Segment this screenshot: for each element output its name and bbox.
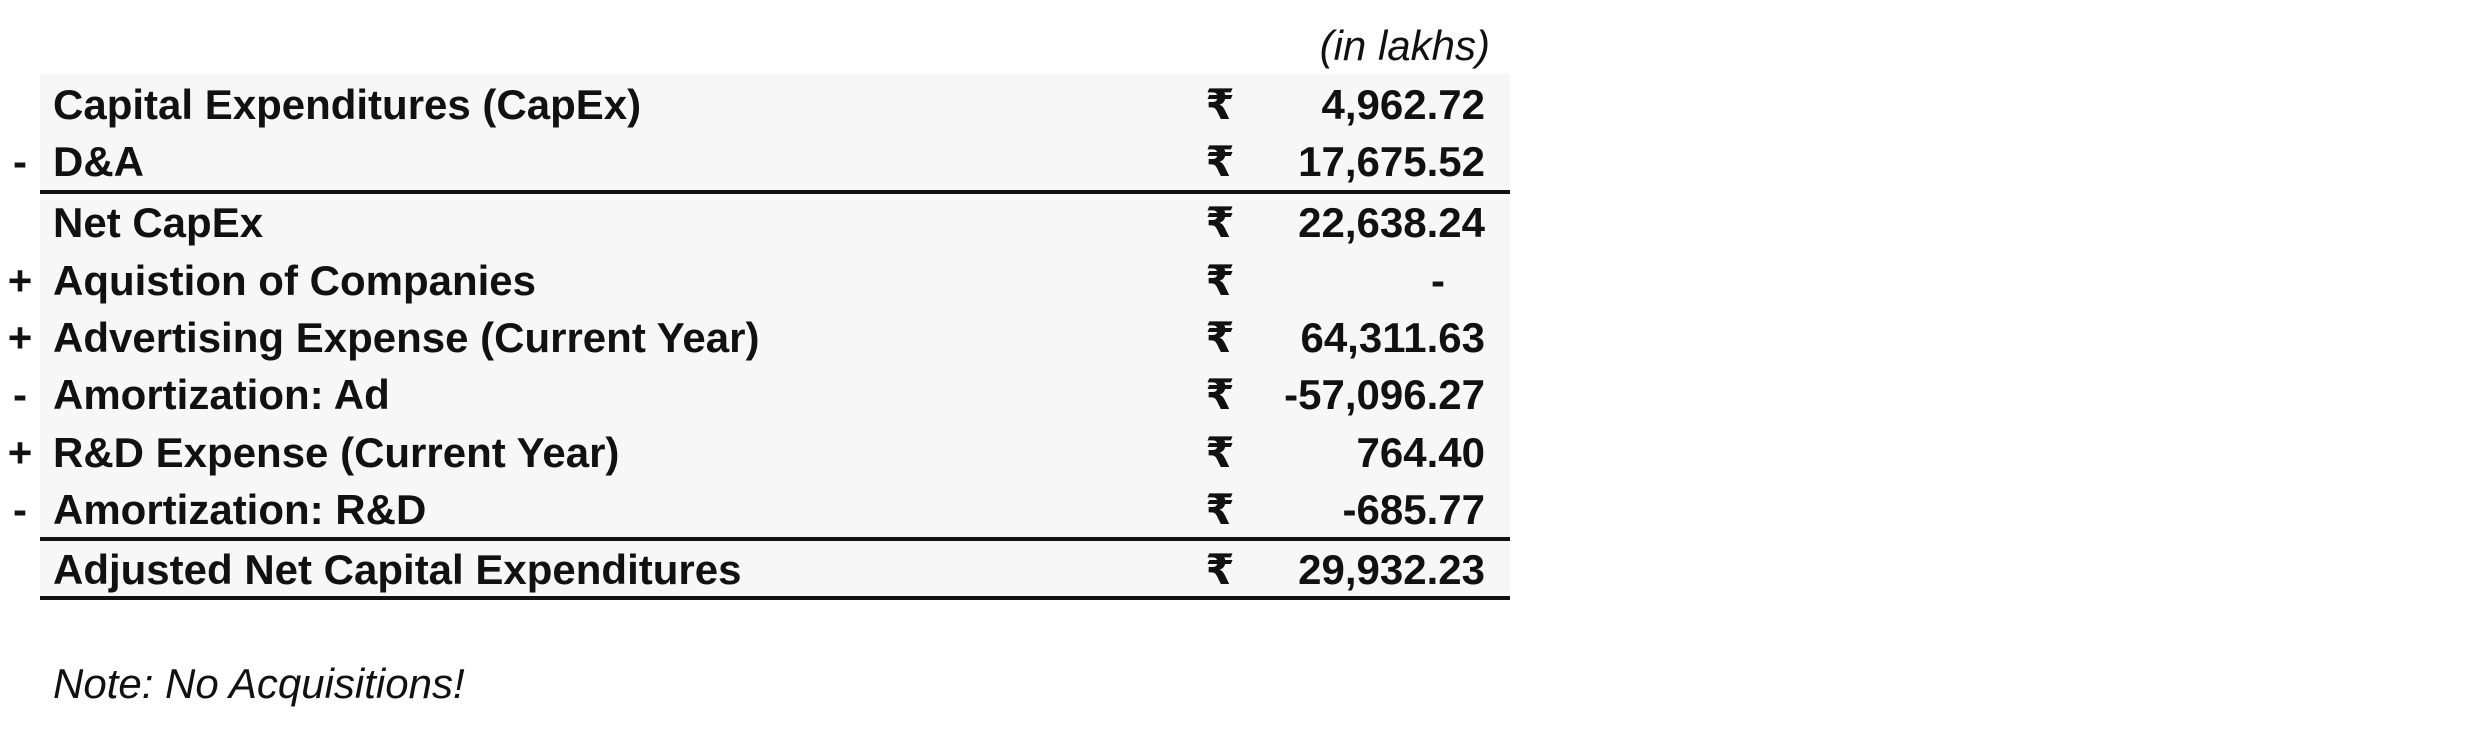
operator: + — [7, 257, 33, 304]
operator: - — [13, 371, 27, 418]
row-label: Aquistion of Companies — [53, 257, 536, 304]
table-row-total: Adjusted Net Capital Expenditures ₹ 29,9… — [0, 541, 2480, 599]
rupee-symbol: ₹ — [1205, 80, 1235, 129]
row-label: Net CapEx — [53, 199, 264, 246]
row-label: Amortization: Ad — [53, 371, 390, 418]
row-label: Adjusted Net Capital Expenditures — [53, 546, 742, 593]
operator: + — [7, 314, 33, 361]
row-amount: -685.77 — [1342, 486, 1485, 533]
row-label: R&D Expense (Current Year) — [53, 429, 620, 476]
rupee-symbol: ₹ — [1205, 485, 1235, 534]
units-note: (in lakhs) — [1319, 22, 1490, 69]
row-amount: - — [1431, 257, 1445, 304]
rupee-symbol: ₹ — [1205, 256, 1235, 305]
table-row-amortization-ad: - Amortization: Ad ₹ -57,096.27 — [0, 366, 2480, 424]
row-amount: 4,962.72 — [1321, 81, 1486, 128]
table-row-capex: Capital Expenditures (CapEx) ₹ 4,962.72 — [0, 76, 2480, 134]
rupee-symbol: ₹ — [1205, 370, 1235, 419]
row-amount: 764.40 — [1356, 429, 1485, 476]
row-label: Amortization: R&D — [53, 486, 427, 533]
rupee-symbol: ₹ — [1205, 428, 1235, 477]
operator: + — [7, 429, 33, 476]
rupee-symbol: ₹ — [1205, 137, 1235, 186]
table-background — [40, 74, 1510, 600]
footnote: Note: No Acquisitions! — [53, 660, 465, 707]
row-amount: 64,311.63 — [1300, 314, 1485, 361]
row-label: Advertising Expense (Current Year) — [53, 314, 760, 361]
rupee-symbol: ₹ — [1205, 313, 1235, 362]
table-row-acquisitions: + Aquistion of Companies ₹ - — [0, 252, 2480, 310]
row-amount: 29,932.23 — [1298, 546, 1485, 593]
table-row-net-capex: Net CapEx ₹ 22,638.24 — [0, 194, 2480, 252]
row-amount: 22,638.24 — [1298, 199, 1485, 246]
operator: - — [13, 486, 27, 533]
row-amount: 17,675.52 — [1298, 138, 1485, 185]
operator: - — [13, 138, 27, 185]
total-rule-bottom — [40, 596, 1510, 600]
row-label: Capital Expenditures (CapEx) — [53, 81, 642, 128]
rupee-symbol: ₹ — [1205, 545, 1235, 594]
row-amount: -57,096.27 — [1284, 371, 1485, 418]
subtotal-rule — [40, 190, 1510, 194]
rupee-symbol: ₹ — [1205, 198, 1235, 247]
total-rule-top — [40, 537, 1510, 541]
table-row-rnd: + R&D Expense (Current Year) ₹ 764.40 — [0, 424, 2480, 482]
table-row-advertising: + Advertising Expense (Current Year) ₹ 6… — [0, 309, 2480, 367]
table-row-amortization-rnd: - Amortization: R&D ₹ -685.77 — [0, 481, 2480, 539]
table-row-da: - D&A ₹ 17,675.52 — [0, 133, 2480, 191]
row-label: D&A — [53, 138, 144, 185]
